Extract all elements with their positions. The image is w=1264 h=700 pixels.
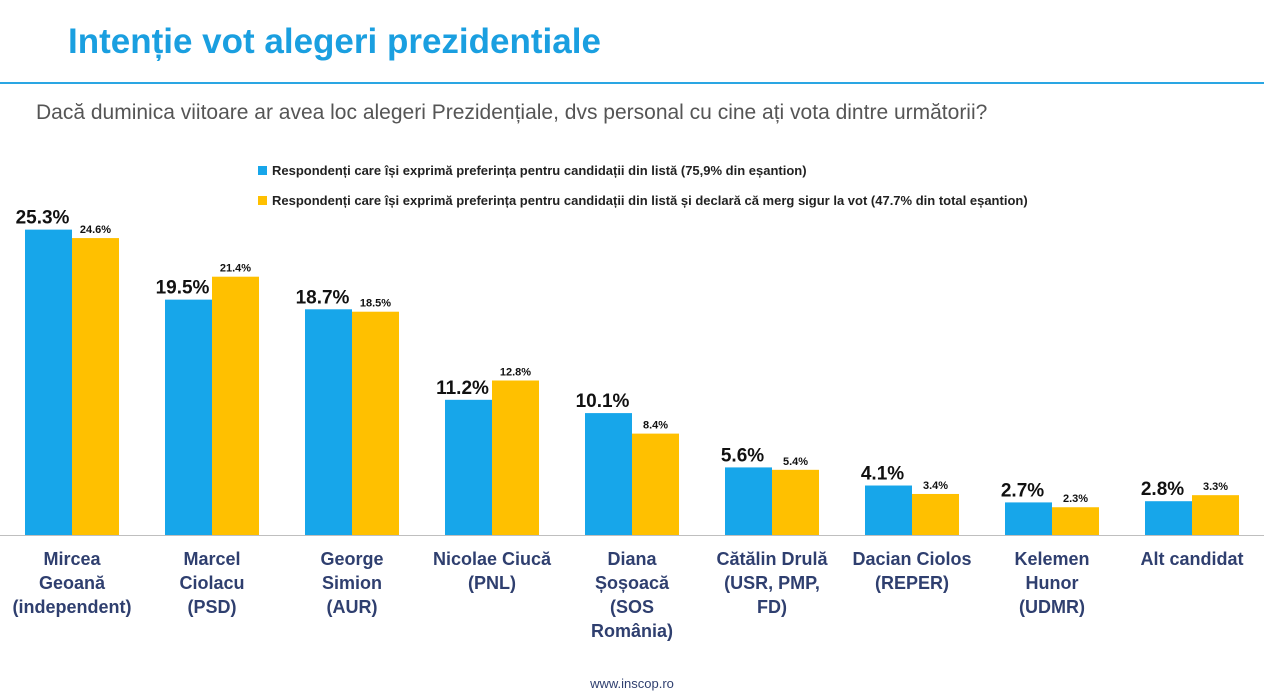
bar-series-1: [585, 413, 632, 535]
category-label-line: Simion: [322, 573, 382, 593]
bar-chart: 25.3% 24.6% Mircea Geoană (independent) 19.5%…: [0, 208, 1264, 641]
legend-item-series-2: Respondenți care își exprimă preferința …: [258, 185, 1028, 215]
category-label-line: (independent): [13, 597, 132, 617]
category-label-line: Kelemen: [1014, 549, 1089, 569]
category-label-line: (PSD): [188, 597, 237, 617]
category-label: Nicolae Ciucă (PNL): [433, 549, 552, 593]
category-label-line: (AUR): [327, 597, 378, 617]
bar-series-2: [72, 238, 119, 535]
legend-swatch-blue: [258, 165, 267, 175]
bar-series-1: [445, 399, 492, 535]
category-label: Mircea Geoană (independent): [13, 549, 132, 617]
bar-series-1: [725, 467, 772, 535]
bar-series-1: [1145, 501, 1192, 535]
category-label-line: Dacian Ciolos: [852, 549, 971, 569]
category-label-line: (USR, PMP,: [724, 573, 820, 593]
data-label-series-1: 2.7%: [1001, 480, 1044, 501]
data-label-series-2: 24.6%: [80, 224, 111, 236]
bar-series-2: [772, 469, 819, 535]
bar-series-1: [165, 299, 212, 535]
category-label: Alt candidat: [1140, 549, 1243, 569]
category-label: Kelemen Hunor (UDMR): [1014, 549, 1089, 617]
category-label-line: Alt candidat: [1140, 549, 1243, 569]
data-label-series-2: 18.5%: [360, 298, 391, 310]
bar-series-2: [212, 276, 259, 535]
category-label: Dacian Ciolos (REPER): [852, 549, 971, 593]
category-label-line: Marcel: [183, 549, 240, 569]
data-label-series-2: 3.4%: [923, 480, 948, 492]
category-label: Marcel Ciolacu (PSD): [179, 549, 244, 617]
category-label-line: România): [591, 621, 673, 641]
category-label-line: FD): [757, 597, 787, 617]
bar-series-2: [632, 433, 679, 535]
bar-series-2: [1052, 507, 1099, 535]
data-label-series-1: 19.5%: [156, 278, 210, 299]
data-label-series-2: 12.8%: [500, 367, 531, 379]
data-label-series-2: 3.3%: [1203, 481, 1228, 493]
data-label-series-2: 2.3%: [1063, 493, 1088, 505]
bar-series-1: [305, 309, 352, 535]
legend-swatch-yellow: [258, 195, 267, 205]
category-label-line: (SOS: [610, 597, 654, 617]
data-label-series-1: 10.1%: [576, 391, 630, 412]
legend-item-series-1: Respondenți care își exprimă preferința …: [258, 155, 1028, 185]
category-label-line: Ciolacu: [179, 573, 244, 593]
footer-url: www.inscop.ro: [590, 676, 674, 691]
bar-series-1: [25, 229, 72, 535]
category-label: George Simion (AUR): [320, 549, 383, 617]
category-label: Cătălin Drulă (USR, PMP, FD): [716, 549, 828, 617]
title-divider: [0, 82, 1264, 84]
page-title: Intenție vot alegeri prezidentiale: [68, 22, 601, 61]
category-label-line: Geoană: [39, 573, 106, 593]
category-label-line: George: [320, 549, 383, 569]
bar-series-1: [865, 485, 912, 535]
data-label-series-1: 4.1%: [861, 464, 904, 485]
category-label-line: Șoșoacă: [595, 573, 670, 593]
data-label-series-2: 8.4%: [643, 420, 668, 432]
category-label-line: Diana: [607, 549, 657, 569]
category-label-line: (UDMR): [1019, 597, 1085, 617]
data-label-series-2: 5.4%: [783, 456, 808, 468]
bar-series-2: [492, 380, 539, 535]
bar-series-2: [352, 311, 399, 535]
category-label-line: Mircea: [43, 549, 101, 569]
chart-legend: Respondenți care își exprimă preferința …: [258, 155, 1028, 215]
data-label-series-1: 2.8%: [1141, 479, 1184, 500]
category-label-line: Nicolae Ciucă: [433, 549, 552, 569]
data-label-series-1: 25.3%: [16, 208, 70, 229]
data-label-series-1: 5.6%: [721, 445, 764, 466]
category-label-line: (REPER): [875, 573, 949, 593]
data-label-series-1: 18.7%: [296, 287, 350, 308]
data-label-series-2: 21.4%: [220, 263, 251, 275]
legend-label-series-1: Respondenți care își exprimă preferința …: [272, 162, 807, 178]
survey-question: Dacă duminica viitoare ar avea loc alege…: [36, 101, 988, 124]
bar-series-1: [1005, 502, 1052, 535]
category-label-line: (PNL): [468, 573, 516, 593]
legend-label-series-2: Respondenți care își exprimă preferința …: [272, 192, 1028, 208]
category-label-line: Cătălin Drulă: [716, 549, 828, 569]
category-label-line: Hunor: [1026, 573, 1079, 593]
category-label: Diana Șoșoacă (SOS România): [591, 549, 673, 641]
bar-series-2: [912, 493, 959, 535]
bar-series-2: [1192, 495, 1239, 535]
data-label-series-1: 11.2%: [436, 378, 489, 399]
